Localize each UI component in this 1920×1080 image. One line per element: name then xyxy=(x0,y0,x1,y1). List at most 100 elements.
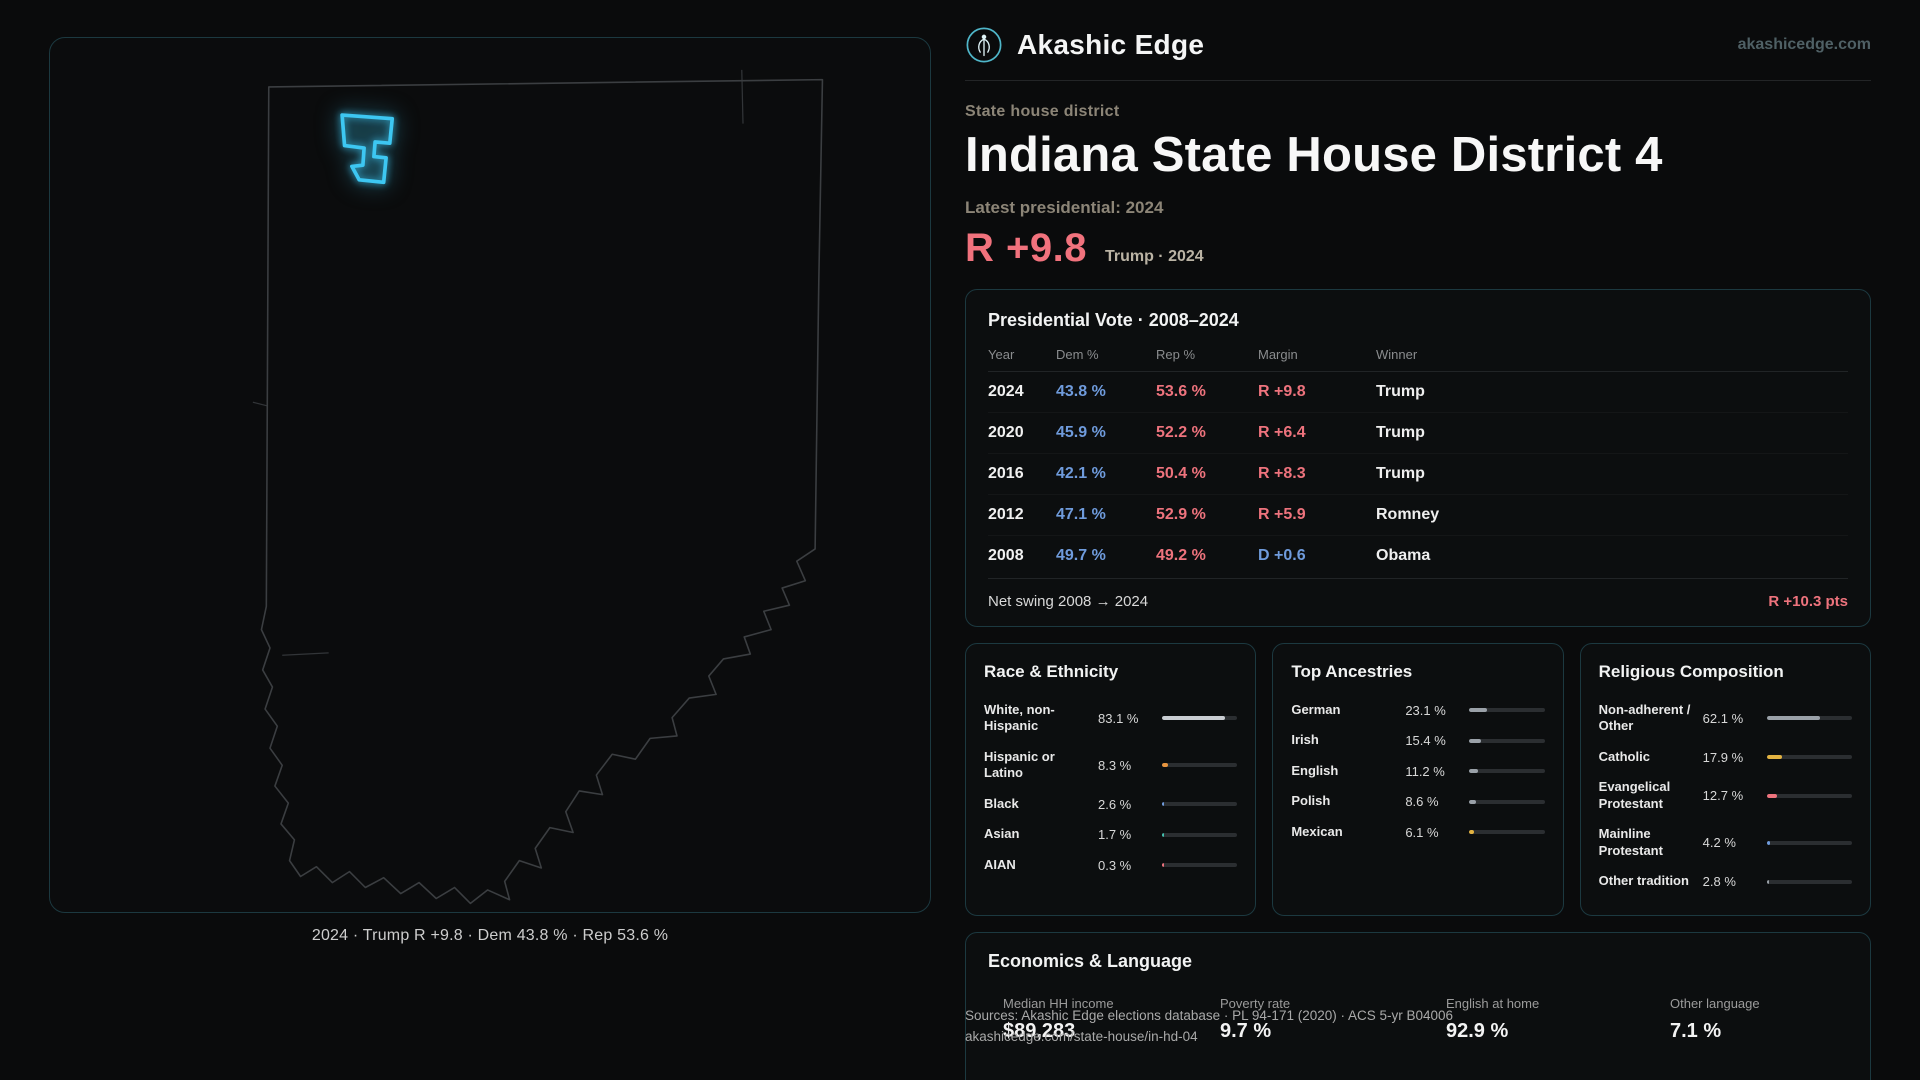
table-row: 2012 47.1 % 52.9 % R +5.9 Romney xyxy=(988,495,1848,536)
stat-value: 11.2 % xyxy=(1405,763,1445,779)
stat-bar-fill xyxy=(1469,769,1478,774)
pres-dem-share: 49.7 % xyxy=(1056,546,1106,564)
pres-dem-share: 42.1 % xyxy=(1056,464,1106,482)
stat-row: White, non-Hispanic 83.1 % xyxy=(984,695,1238,742)
stat-row: Polish 8.6 % xyxy=(1291,786,1545,817)
pres-winner: Trump xyxy=(1376,464,1425,482)
stat-row: Evangelical Protestant 12.7 % xyxy=(1599,772,1852,819)
pres-year: 2020 xyxy=(988,423,1024,441)
col-margin: Margin xyxy=(1258,346,1298,362)
district-shape[interactable] xyxy=(340,113,395,185)
pres-rep-share: 53.6 % xyxy=(1156,382,1206,400)
stat-bar xyxy=(1162,863,1238,868)
pres-dem-share: 43.8 % xyxy=(1056,382,1106,400)
stat-row: Other tradition 2.8 % xyxy=(1599,866,1852,897)
stat-bar xyxy=(1469,830,1545,835)
pres-rep-share: 49.2 % xyxy=(1156,546,1206,564)
stat-bar-fill xyxy=(1162,863,1165,868)
stat-bar-fill xyxy=(1766,879,1770,884)
akashic-edge-logo-icon xyxy=(966,27,1002,63)
stat-row: Asian 1.7 % xyxy=(984,819,1238,850)
stat-value: 6.1 % xyxy=(1405,824,1439,840)
stat-bar-fill xyxy=(1162,802,1165,807)
stat-bar xyxy=(1469,769,1545,774)
pres-margin: R +5.9 xyxy=(1258,505,1306,523)
stat-row: German 23.1 % xyxy=(1291,695,1545,726)
top-ancestries-card: Top Ancestries German 23.1 % Irish 15.4 … xyxy=(1272,642,1564,916)
stat-row: Hispanic or Latino 8.3 % xyxy=(984,742,1238,789)
site-domain-link[interactable]: akashicedge.com xyxy=(1737,36,1871,53)
pres-year: 2024 xyxy=(988,382,1024,400)
economics-card-title: Economics & Language xyxy=(988,950,1193,971)
stat-value: 15.4 % xyxy=(1405,733,1446,749)
economics-language-card: Economics & Language Median HH income $8… xyxy=(965,931,1871,1080)
indiana-outline-path xyxy=(260,78,824,905)
stat-value: 8.6 % xyxy=(1405,794,1439,810)
stat-bar-fill xyxy=(1469,799,1476,804)
stat-label: Evangelical Protestant xyxy=(1598,779,1671,811)
stat-label: German xyxy=(1291,701,1341,717)
econ-stat: Poverty rate 9.7 % xyxy=(1220,996,1446,1043)
permalink[interactable]: akashicedge.com/state-house/in-hd-04 xyxy=(965,1029,1198,1044)
stat-bar-fill xyxy=(1766,793,1778,798)
stat-row: Black 2.6 % xyxy=(984,789,1238,820)
pres-margin: D +0.6 xyxy=(1258,546,1306,564)
stat-bar-fill xyxy=(1162,763,1169,768)
pres-year: 2008 xyxy=(988,546,1024,564)
stat-label: English xyxy=(1291,762,1339,778)
econ-stat-label: Median HH income xyxy=(1003,995,1114,1011)
religious-composition-card: Religious Composition Non-adherent / Oth… xyxy=(1579,642,1871,916)
stat-label: Hispanic or Latino xyxy=(984,748,1055,781)
lead-margin-value: R +9.8 xyxy=(965,225,1087,270)
table-header-row: Year Dem % Rep % Margin Winner xyxy=(988,347,1848,372)
economics-stats-row: Median HH income $89,283 Poverty rate 9.… xyxy=(988,996,1848,1043)
stat-bar-fill xyxy=(1766,755,1782,760)
presidential-vote-card: Presidential Vote · 2008–2024 Year Dem %… xyxy=(965,288,1871,627)
stat-row: Non-adherent / Other 62.1 % xyxy=(1599,695,1852,742)
stat-label: Mainline Protestant xyxy=(1598,826,1663,858)
stat-value: 23.1 % xyxy=(1405,702,1446,718)
source-footnote: Sources: Akashic Edge elections database… xyxy=(965,1005,1453,1047)
stat-bar-fill xyxy=(1766,840,1771,845)
ancestries-card-title: Top Ancestries xyxy=(1291,661,1413,681)
pres-winner: Trump xyxy=(1376,423,1425,441)
stat-row: Irish 15.4 % xyxy=(1291,725,1545,756)
pres-year: 2012 xyxy=(988,505,1024,523)
col-winner: Winner xyxy=(1376,346,1418,362)
stat-bar xyxy=(1469,799,1545,804)
stat-bar-fill xyxy=(1469,708,1487,713)
econ-stat-label: Poverty rate xyxy=(1220,995,1291,1011)
stat-label: Other tradition xyxy=(1598,873,1689,889)
stat-label: Polish xyxy=(1291,793,1331,809)
pres-dem-share: 45.9 % xyxy=(1056,423,1106,441)
brand-name: Akashic Edge xyxy=(1017,29,1205,60)
stat-value: 17.9 % xyxy=(1702,749,1744,765)
econ-stat-label: Other language xyxy=(1670,995,1760,1011)
pres-margin: R +9.8 xyxy=(1258,382,1306,400)
stat-row: Catholic 17.9 % xyxy=(1599,742,1852,773)
race-card-title: Race & Ethnicity xyxy=(984,661,1119,681)
stat-label: White, non-Hispanic xyxy=(984,701,1055,734)
stat-row: Mexican 6.1 % xyxy=(1291,817,1545,848)
econ-stat: English at home 92.9 % xyxy=(1446,996,1670,1043)
stat-bar xyxy=(1469,738,1545,743)
pres-rep-share: 52.2 % xyxy=(1156,423,1206,441)
econ-stat-value: 7.1 % xyxy=(1670,1019,1722,1042)
stat-bar-fill xyxy=(1469,830,1474,835)
presidential-card-title: Presidential Vote · 2008–2024 xyxy=(988,309,1239,330)
stat-bar xyxy=(1162,716,1238,721)
stat-value: 1.7 % xyxy=(1098,827,1132,843)
stat-row: English 11.2 % xyxy=(1291,756,1545,787)
pres-winner: Obama xyxy=(1376,546,1431,564)
pres-rep-share: 52.9 % xyxy=(1156,505,1206,523)
page-title: Indiana State House District 4 xyxy=(965,128,1663,182)
econ-stat-value: 9.7 % xyxy=(1220,1019,1272,1042)
pres-margin: R +6.4 xyxy=(1258,423,1306,441)
district-map-panel xyxy=(49,37,931,913)
table-row: 2024 43.8 % 53.6 % R +9.8 Trump xyxy=(988,372,1848,413)
stat-value: 8.3 % xyxy=(1098,757,1132,773)
indiana-map xyxy=(252,69,824,905)
pres-rep-share: 50.4 % xyxy=(1156,464,1206,482)
col-year: Year xyxy=(988,346,1015,362)
stat-bar-fill xyxy=(1162,716,1225,721)
